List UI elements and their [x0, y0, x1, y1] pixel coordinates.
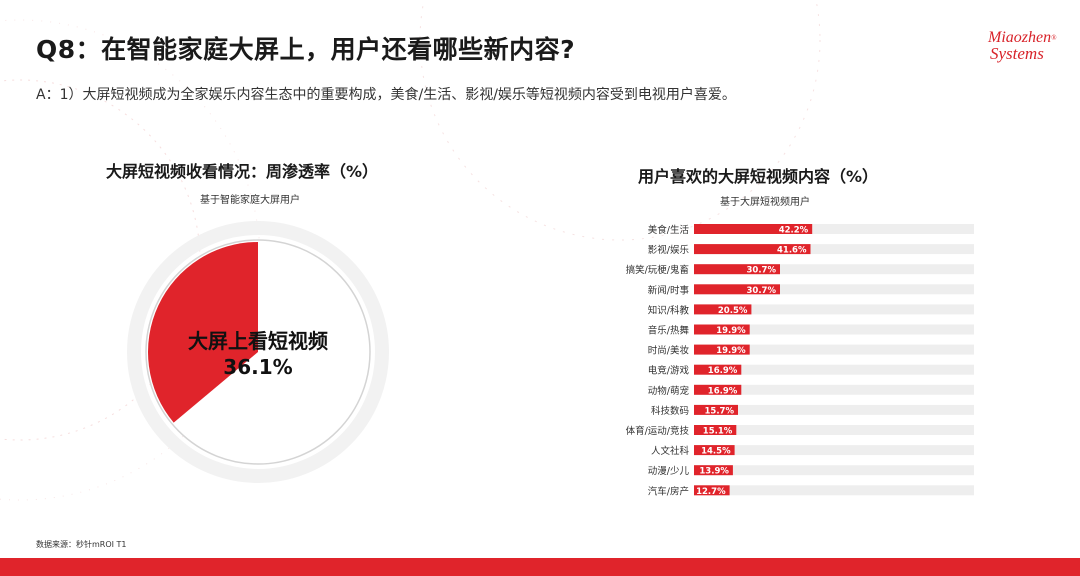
bar-category-label: 体育/运动/竞技: [626, 425, 690, 437]
bar: [694, 425, 737, 435]
bar: [694, 284, 780, 295]
bar-value-label: 15.7%: [705, 406, 735, 416]
bar-track: [694, 224, 974, 234]
bar: [694, 244, 811, 255]
pie-outer-ring: [127, 221, 389, 483]
bar-value-label: 14.5%: [701, 447, 731, 457]
bar: [694, 404, 738, 415]
bar: [694, 384, 742, 395]
bar-category-label: 动物/萌宠: [648, 385, 690, 397]
bar-category-label: 音乐/热舞: [648, 325, 690, 337]
bar-category-label: 影视/娱乐: [648, 244, 690, 256]
brand-logo: Miaozhen® Systems: [988, 29, 1057, 63]
data-source: 数据来源：秒针mROI T1: [36, 540, 127, 549]
bar: [694, 304, 752, 315]
bar: [694, 264, 780, 275]
footer-bar: [0, 558, 1080, 576]
bar-category-label: 汽车/房产: [648, 485, 689, 497]
pie-center-label: 大屏上看短视频 36.1%: [140, 328, 376, 380]
pie-chart-subtitle: 基于智能家庭大屏用户: [200, 195, 300, 206]
bar: [694, 224, 813, 234]
bar-category-label: 新闻/时事: [648, 284, 690, 296]
pie-slice-short-video: [148, 242, 258, 423]
bar-category-label: 搞笑/玩梗/鬼畜: [626, 264, 689, 276]
bar-value-label: 16.9%: [708, 386, 738, 396]
pie-center-value: 36.1%: [223, 355, 293, 379]
bar-chart-title: 用户喜欢的大屏短视频内容（%）: [638, 167, 879, 186]
bar-track: [694, 404, 974, 415]
bar-value-label: 13.9%: [699, 467, 729, 477]
bar-category-label: 时尚/美妆: [648, 345, 690, 357]
bar-category-label: 人文社科: [651, 445, 690, 457]
bar-track: [694, 324, 974, 335]
bar-value-label: 30.7%: [747, 266, 777, 276]
bar-chart-subtitle: 基于大屏短视频用户: [720, 197, 810, 208]
bar: [694, 485, 730, 496]
page-title: Q8：在智能家庭大屏上，用户还看哪些新内容?: [36, 35, 576, 64]
bar-value-label: 30.7%: [747, 286, 777, 296]
bar-value-label: 19.9%: [716, 346, 746, 356]
bar: [694, 344, 750, 355]
bar-category-label: 知识/科教: [648, 304, 690, 316]
bar: [694, 324, 750, 335]
bar-category-label: 科技数码: [651, 405, 689, 417]
bar-track: [694, 344, 974, 355]
bar-track: [694, 304, 974, 315]
bar: [694, 445, 735, 456]
bar: [694, 364, 742, 375]
bar: [694, 465, 733, 476]
bar-track: [694, 284, 974, 295]
bar-track: [694, 264, 974, 275]
bar-track: [694, 445, 974, 456]
bar-value-label: 42.2%: [779, 226, 809, 236]
bar-track: [694, 425, 974, 435]
bar-track: [694, 364, 974, 375]
bar-value-label: 20.5%: [718, 306, 748, 316]
bar-value-label: 41.6%: [777, 246, 807, 256]
pie-center-text: 大屏上看短视频: [188, 329, 328, 353]
bar-category-label: 电竞/游戏: [648, 365, 690, 377]
bar-value-label: 12.7%: [696, 487, 726, 497]
bar-value-label: 19.9%: [716, 326, 746, 336]
bar-value-label: 16.9%: [708, 366, 738, 376]
bar-value-label: 15.1%: [703, 427, 733, 437]
bar-track: [694, 384, 974, 395]
bar-track: [694, 485, 974, 496]
page-subtitle: A：1）大屏短视频成为全家娱乐内容生态中的重要构成，美食/生活、影视/娱乐等短视…: [36, 87, 736, 103]
bar-track: [694, 465, 974, 476]
bar-category-label: 动漫/少儿: [648, 465, 690, 477]
bar-track: [694, 244, 974, 255]
pie-chart-title: 大屏短视频收看情况：周渗透率（%）: [106, 162, 379, 181]
bar-category-label: 美食/生活: [648, 224, 690, 236]
